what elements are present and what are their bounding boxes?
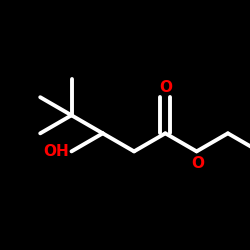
Text: OH: OH	[44, 144, 69, 159]
Text: O: O	[159, 80, 172, 95]
Text: O: O	[192, 156, 204, 170]
